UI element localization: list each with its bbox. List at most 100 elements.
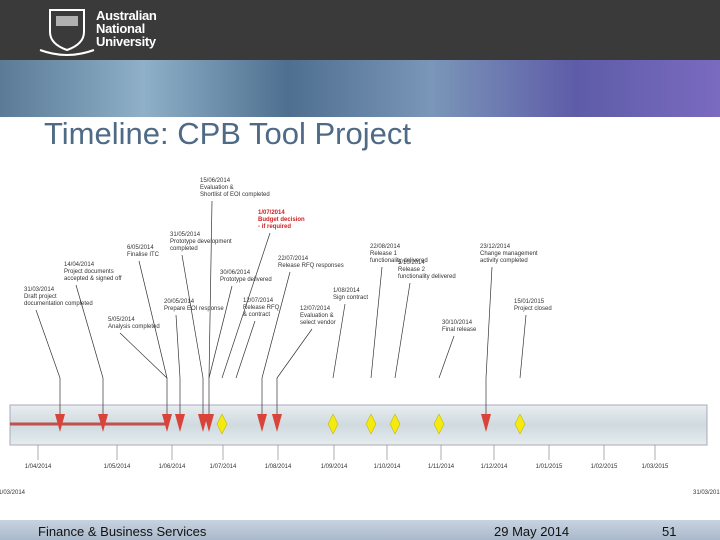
axis-label: 1/06/2014 [158, 464, 186, 470]
milestone-text: Release RFQ [243, 305, 280, 311]
milestone-date: 15/06/2014 [200, 178, 231, 184]
logo-line: University [96, 34, 156, 49]
axis-label: 31/03/2014 [0, 490, 26, 496]
milestone-marker [389, 413, 401, 435]
milestone-text: Prepare EOI response [164, 306, 224, 312]
milestone-annotation: 23/12/2014 Change management activity comp… [480, 244, 538, 265]
logo-line: Australian [96, 8, 157, 23]
milestone-marker [272, 414, 282, 432]
milestone-date: 12/07/2014 [300, 306, 331, 312]
axis-label: 1/01/2015 [535, 464, 563, 470]
milestone-annotation: 5/05/2014 Analysis completed [108, 317, 160, 331]
logo-text: Australian National University [96, 9, 157, 48]
milestone-date: 30/06/2014 [220, 270, 251, 276]
milestone-annotation: 30/06/2014 Prototype delivered [220, 270, 272, 284]
leader-line [208, 200, 213, 379]
milestone-annotation: 31/03/2014 Draft project documentation com… [24, 287, 93, 308]
axis-label: 1/05/2014 [103, 464, 131, 470]
logo-line: National [96, 21, 145, 36]
logo-crest [39, 9, 95, 56]
milestone-text: documentation completed [24, 301, 93, 307]
milestone-annotation: 1/07/2014 Budget decision - if required [258, 210, 305, 231]
milestone-text: Project closed [514, 306, 552, 312]
header-bar: Australian National University [0, 0, 720, 60]
milestone-marker [175, 414, 185, 432]
axis-label: 1/04/2014 [24, 464, 52, 470]
milestone-annotation: 1/08/2014 Sign contract [333, 288, 368, 302]
footer-date: 29 May 2014 [494, 524, 570, 539]
milestone-date: 23/12/2014 [480, 244, 511, 250]
milestone-text: Project documents [64, 269, 114, 275]
milestone-text: Analysis completed [108, 324, 160, 330]
milestone-text: Final release [442, 327, 477, 333]
milestone-text: Evaluation & [200, 185, 234, 191]
milestone-date: 12/07/2014 [243, 298, 274, 304]
milestone-text: Budget decision [258, 217, 305, 223]
slide-title: Timeline: CPB Tool Project [44, 116, 411, 151]
milestone-annotation: 22/08/2014 Release 1 functionality deliver… [370, 244, 428, 265]
leader-line [261, 271, 291, 379]
milestone-date: 22/07/2014 [278, 256, 309, 262]
leader-line [519, 314, 527, 379]
milestone-annotation: 6/05/2014 Finalise ITC [127, 245, 159, 259]
leader-line [208, 285, 233, 379]
milestone-marker [55, 414, 65, 432]
milestone-date: 31/05/2014 [170, 232, 201, 238]
milestone-date: 1/07/2014 [258, 210, 285, 216]
milestone-text: functionality delivered [398, 274, 456, 280]
milestone-text: Release 2 [398, 267, 426, 273]
milestone-date: 31/03/2014 [24, 287, 55, 293]
milestone-text: Change management [480, 251, 538, 257]
axis-label: 1/12/2014 [480, 464, 508, 470]
banner-image [0, 60, 720, 117]
milestone-text: completed [170, 246, 198, 252]
milestone-text: Finalise ITC [127, 252, 160, 258]
milestone-text: Sign contract [333, 295, 369, 301]
milestone-marker [204, 414, 214, 432]
milestone-annotation: 30/10/2014 Final release [442, 320, 476, 334]
milestone-date: 15/01/2015 [514, 299, 545, 305]
milestone-annotation: 12/07/2014 Release RFQ & contract [243, 298, 279, 319]
page-number: 51 [662, 524, 677, 539]
milestone-marker [514, 413, 526, 435]
axis-label: 1/10/2014 [373, 464, 401, 470]
milestone-marker [433, 413, 445, 435]
leader-line [35, 309, 61, 379]
milestone-annotation: 22/07/2014 Release RFQ responses [278, 256, 344, 270]
leader-line [75, 284, 104, 379]
milestone-marker [216, 413, 228, 435]
milestone-annotation: 20/05/2014 Prepare EOI response [164, 299, 224, 313]
milestone-date: 5/10/2014 [398, 260, 425, 266]
milestone-annotation: 15/06/2014 Evaluation & Shortlist of EOI c… [200, 178, 270, 199]
axis-label: 1/11/2014 [427, 464, 455, 470]
axis-label: 1/09/2014 [320, 464, 348, 470]
leader-line [221, 232, 271, 379]
milestone-date: 1/08/2014 [333, 288, 360, 294]
milestone-text: accepted & signed off [64, 276, 122, 282]
milestone-text: Prototype delivered [220, 277, 272, 283]
milestone-text: activity completed [480, 258, 528, 264]
milestone-annotation: 12/07/2014 Evaluation & select vendor [300, 306, 336, 327]
leader-line [138, 260, 168, 379]
milestone-text: & contract [243, 312, 271, 318]
milestone-text: - if required [258, 224, 292, 230]
axis-label: 31/03/2015 [692, 490, 720, 496]
axis-label: 1/07/2014 [209, 464, 237, 470]
milestone-date: 6/05/2014 [127, 245, 154, 251]
footer-bar [0, 520, 720, 540]
milestone-annotation: 5/10/2014 Release 2 functionality delivere… [398, 260, 456, 281]
axis-label: 1/03/2015 [641, 464, 669, 470]
footer-text: Finance & Business Services [38, 524, 207, 539]
milestone-text: Shortlist of EOI completed [200, 192, 270, 198]
milestone-marker [257, 414, 267, 432]
milestone-marker [365, 413, 377, 435]
leader-line [438, 335, 455, 379]
leader-line [181, 254, 204, 379]
milestone-text: Evaluation & [300, 313, 334, 319]
milestone-date: 20/05/2014 [164, 299, 195, 305]
leader-line [175, 314, 181, 379]
axis-label: 1/02/2015 [590, 464, 618, 470]
leader-line [394, 282, 411, 379]
milestone-annotation: 31/05/2014 Prototype development completed [170, 232, 232, 253]
